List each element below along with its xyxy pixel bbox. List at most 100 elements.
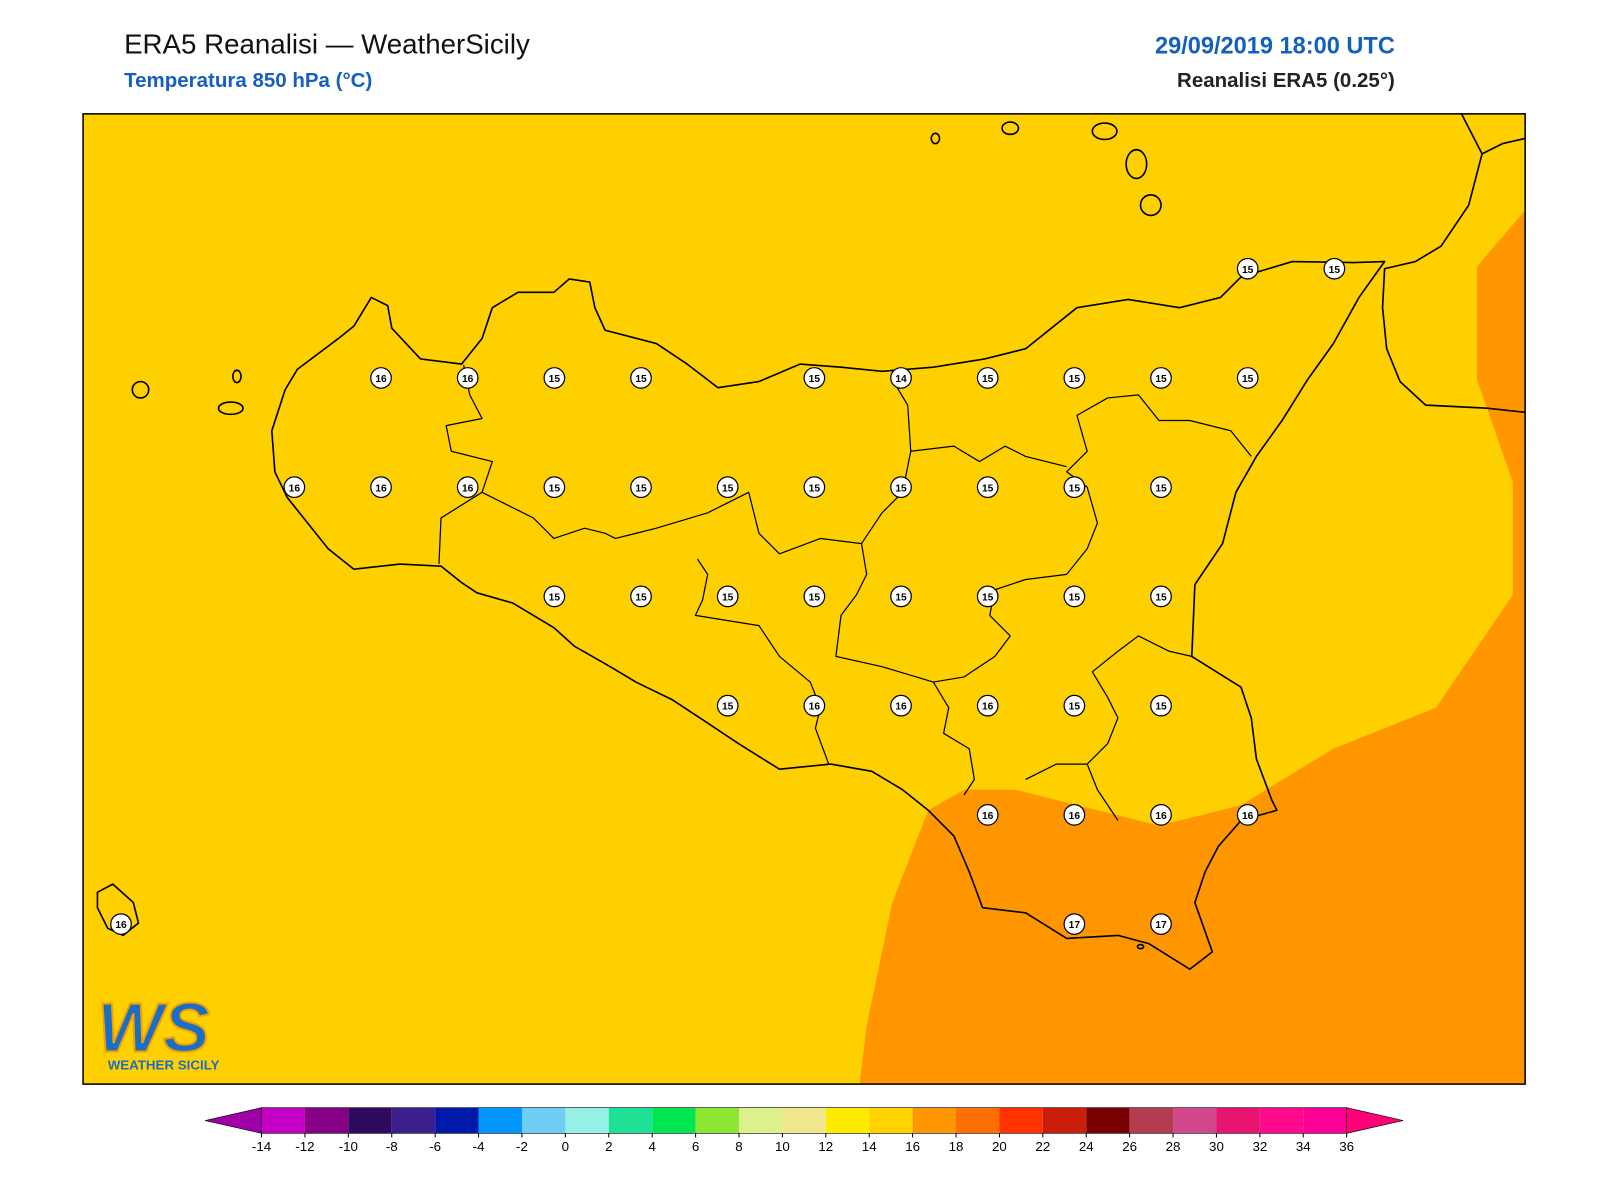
point-marker	[1063, 803, 1086, 826]
point-marker	[976, 476, 999, 499]
point-marker	[1150, 476, 1172, 499]
point-marker	[1323, 257, 1346, 280]
point-value: 14	[895, 374, 907, 385]
colorbar-segment	[478, 1107, 522, 1134]
title: ERA5 Reanalisi — WeatherSicily	[124, 28, 530, 59]
logo: WS WEATHER SICILY	[96, 987, 219, 1072]
colorbar-segment	[738, 1107, 783, 1134]
point-marker	[630, 476, 652, 499]
colorbar-segment	[1216, 1107, 1260, 1134]
map: 15 15 16 16 15 15 15 14 15 15 15 15 16 16 16 15 15 15 15 15…	[82, 113, 1526, 1085]
colorbar-segment	[956, 1107, 1000, 1134]
point-marker	[1063, 367, 1086, 389]
point-marker	[890, 476, 912, 499]
point-marker	[456, 476, 479, 499]
colorbar-over	[1346, 1107, 1404, 1134]
colorbar-tick-label: 8	[735, 1139, 742, 1154]
colorbar-tick-label: -4	[473, 1139, 485, 1154]
datetime: 29/09/2019 18:00 UTC	[1155, 32, 1395, 58]
colorbar-tick-label: 30	[1209, 1139, 1224, 1154]
point-value: 16	[462, 374, 474, 385]
point-marker	[716, 694, 739, 717]
point-value: 15	[1069, 593, 1081, 604]
point-marker	[1236, 367, 1259, 389]
point-value: 15	[635, 593, 647, 604]
point-marker	[110, 913, 132, 935]
colorbar-frame	[261, 1107, 1347, 1134]
point-value: 15	[982, 593, 994, 604]
point-value: 15	[895, 483, 907, 494]
colorbar-tick-label: 6	[692, 1139, 699, 1154]
point-value: 15	[722, 593, 734, 604]
colorbar-segment	[1173, 1107, 1217, 1134]
colorbar-tick-label: 18	[949, 1139, 964, 1154]
province-borders	[438, 365, 1252, 821]
colorbar-tick-label: -8	[386, 1139, 398, 1154]
point-value: 17	[1155, 920, 1167, 931]
point-marker	[370, 367, 392, 389]
point-marker	[976, 694, 999, 717]
point-marker	[370, 476, 392, 499]
source: Reanalisi ERA5 (0.25°)	[1177, 69, 1395, 92]
point-value: 16	[1069, 811, 1081, 822]
colorbar-segment	[348, 1107, 392, 1134]
colorbar-segment	[435, 1107, 479, 1134]
point-marker	[1150, 367, 1172, 389]
calabria-coast	[1381, 113, 1526, 414]
point-marker	[803, 585, 826, 608]
colorbar-segment	[912, 1107, 957, 1134]
point-value: 15	[549, 593, 561, 604]
colorbar-segment	[261, 1107, 305, 1134]
point-marker	[976, 803, 999, 826]
point-value: 15	[1069, 483, 1081, 494]
colorbar-segment	[1129, 1107, 1174, 1134]
point-marker	[890, 694, 912, 717]
point-marker	[630, 367, 652, 389]
sicily-coast	[270, 260, 1386, 971]
colorbar-segment	[608, 1107, 653, 1134]
warm-area	[859, 210, 1526, 1085]
point-marker	[1150, 585, 1172, 608]
point-marker	[1063, 913, 1086, 935]
colorbar-tick-label: 32	[1252, 1139, 1267, 1154]
point-marker	[890, 585, 912, 608]
colorbar-segment	[1303, 1107, 1347, 1134]
colorbar-tick-label: 10	[775, 1139, 790, 1154]
colorbar-segment	[1042, 1107, 1087, 1134]
point-marker	[1236, 803, 1259, 826]
point-value: 16	[982, 702, 994, 713]
point-marker	[1063, 585, 1086, 608]
colorbar-segment	[869, 1107, 913, 1134]
colorbar-tick-label: 0	[562, 1139, 569, 1154]
colorbar: -14 -12 -10 -8 -6 -4 -2 0 2 4 6 8 10 12 14 16 18 20 22 24 26…	[205, 1107, 1404, 1154]
point-value: 15	[895, 593, 907, 604]
colorbar-tick-label: 24	[1079, 1139, 1094, 1154]
point-value: 16	[982, 811, 994, 822]
point-marker	[543, 476, 566, 499]
point-value: 15	[1242, 374, 1254, 385]
point-value: 15	[809, 483, 821, 494]
colorbar-tick-label: 2	[605, 1139, 612, 1154]
colorbar-tick-label: -12	[295, 1139, 314, 1154]
colorbar-segment	[695, 1107, 739, 1134]
point-value: 16	[809, 702, 821, 713]
point-value: 15	[722, 702, 734, 713]
point-marker	[1236, 257, 1259, 280]
point-marker	[716, 585, 739, 608]
point-value: 15	[1155, 702, 1167, 713]
point-value: 15	[635, 483, 647, 494]
colorbar-tick-label: 16	[905, 1139, 920, 1154]
colorbar-segment	[999, 1107, 1043, 1134]
point-value: 15	[1069, 374, 1081, 385]
colorbar-tick-label: 26	[1122, 1139, 1137, 1154]
point-marker	[1063, 694, 1086, 717]
colorbar-tick-label: 12	[818, 1139, 833, 1154]
point-value: 15	[982, 374, 994, 385]
point-value: 16	[462, 483, 474, 494]
point-marker	[890, 367, 912, 389]
point-value: 16	[895, 702, 907, 713]
point-marker	[456, 367, 479, 389]
point-value: 15	[1242, 265, 1254, 276]
point-marker	[976, 585, 999, 608]
point-value: 16	[375, 483, 387, 494]
